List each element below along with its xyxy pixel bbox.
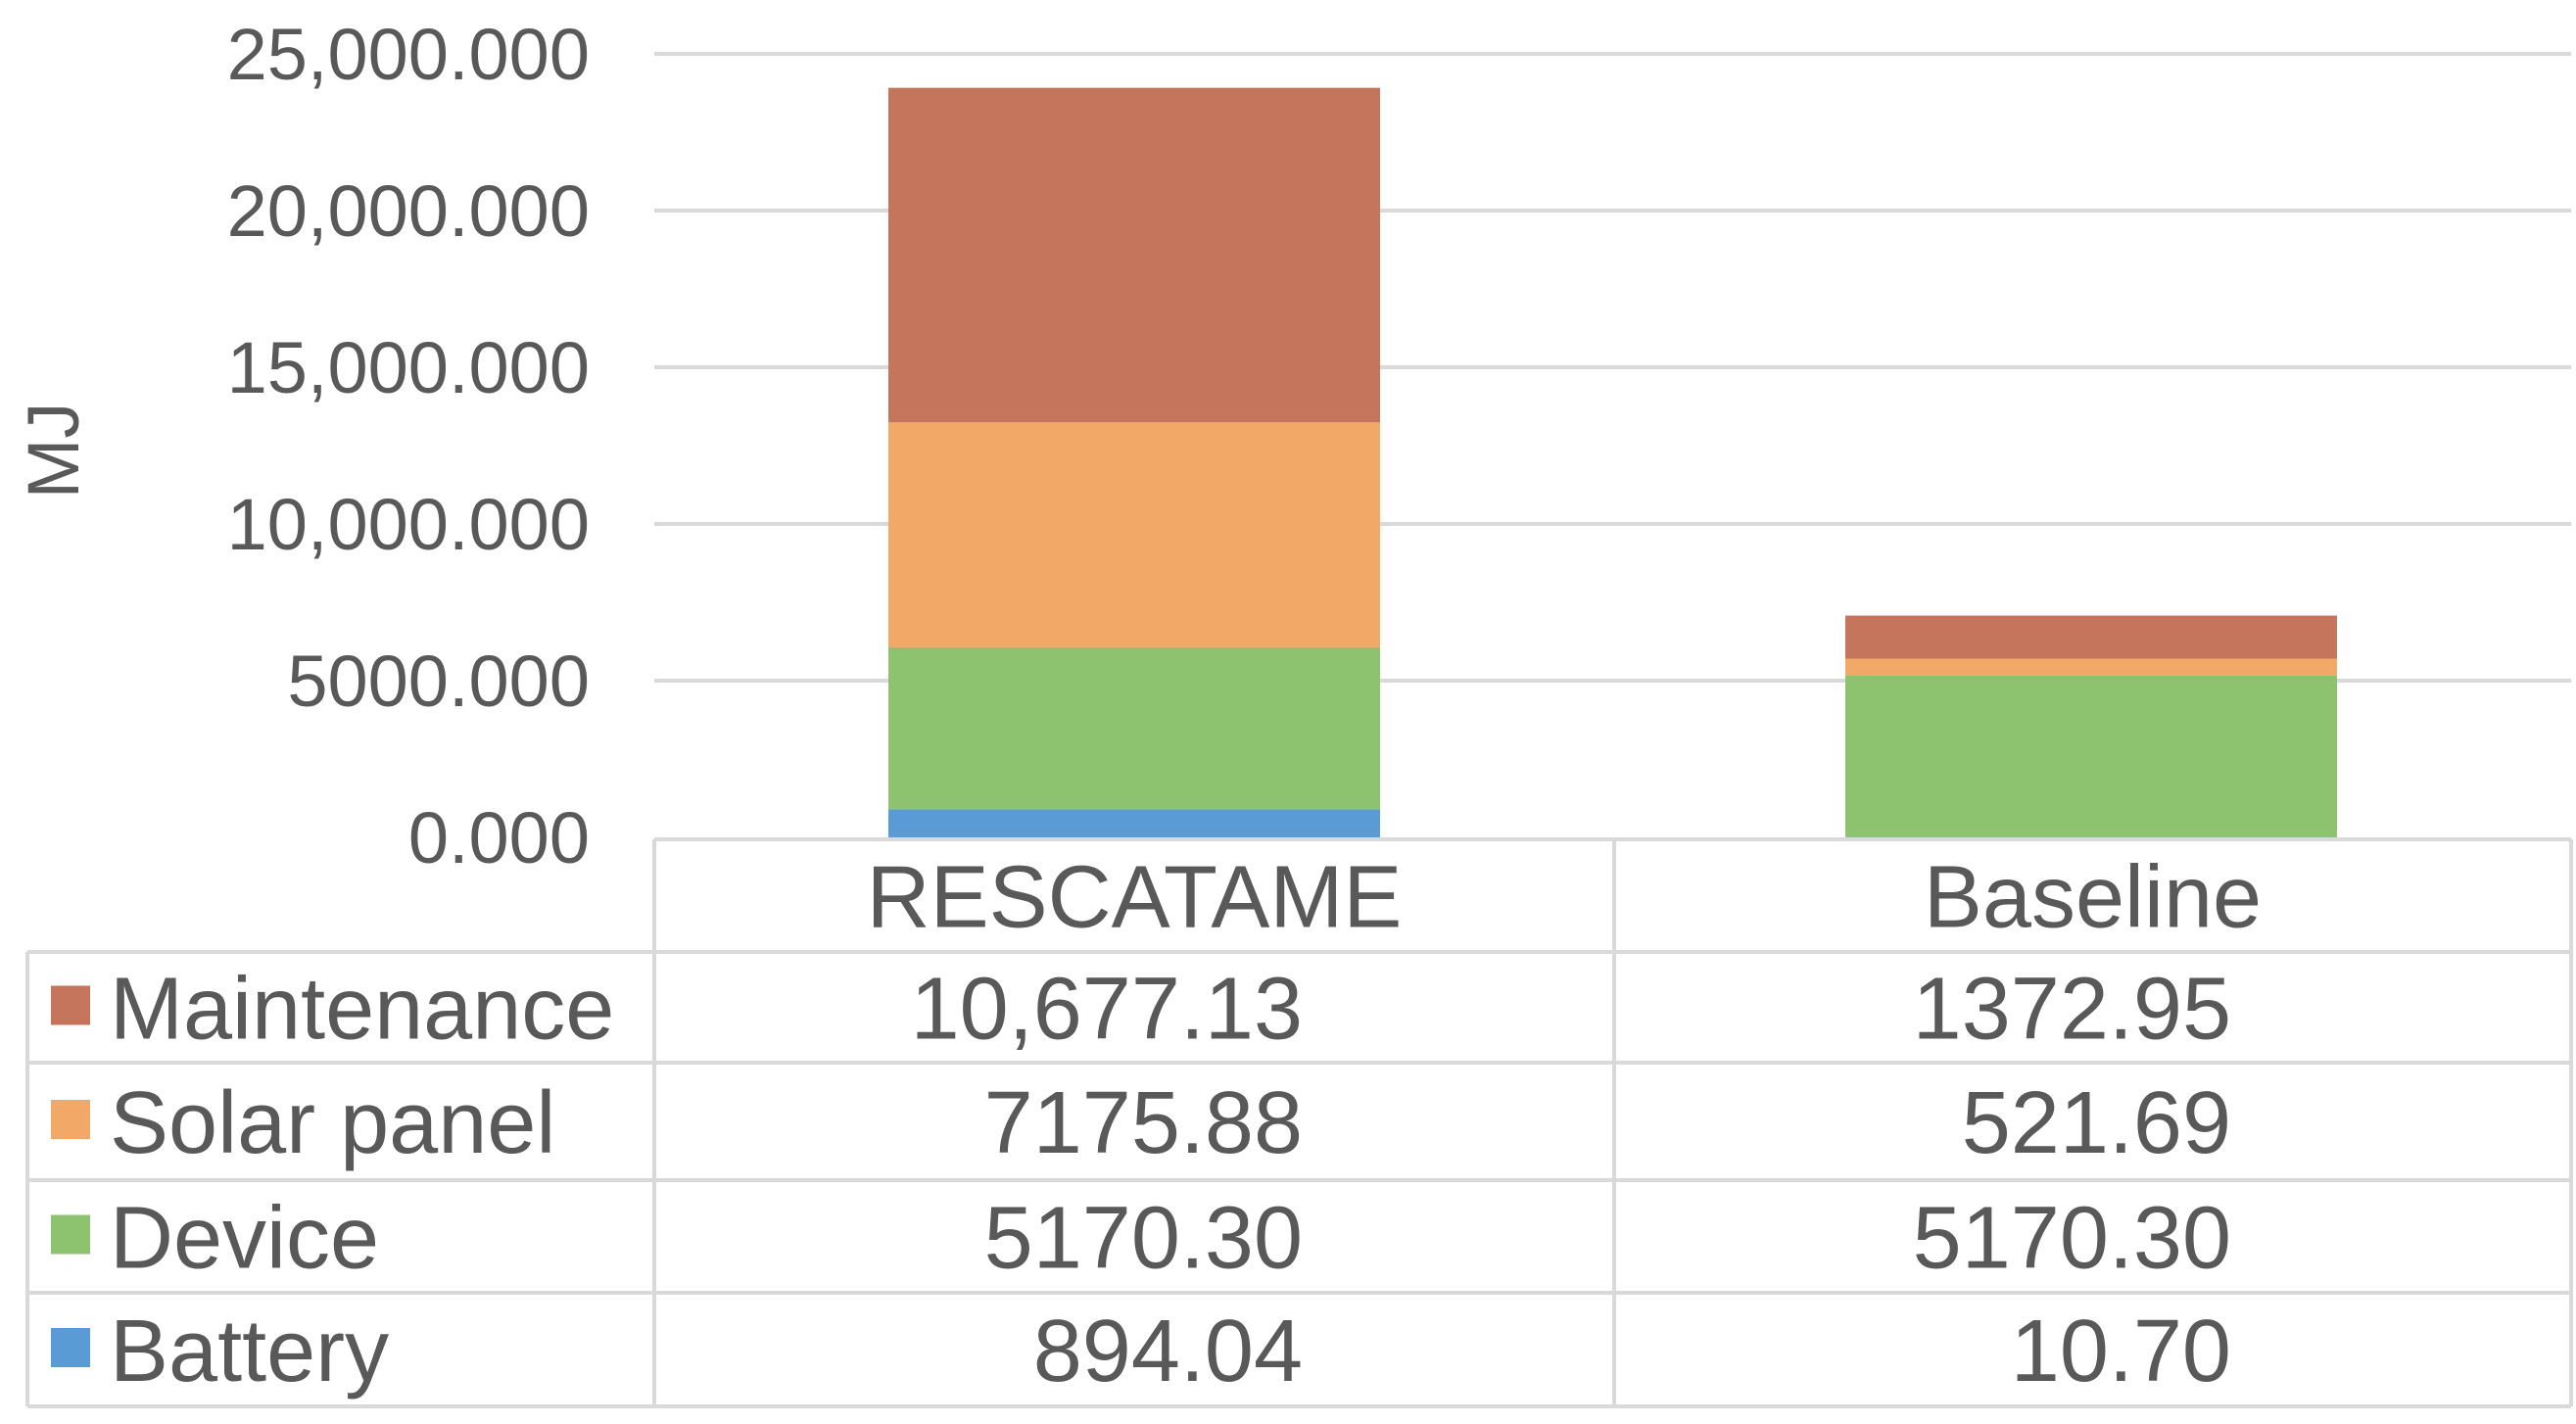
y-tick-label: 10,000.000 (227, 484, 590, 565)
y-tick-label: 25,000.000 (227, 14, 590, 95)
data-label-rescatame-maintenance: 10,677.13 (911, 961, 1303, 1059)
data-label-rescatame-device: 5170.30 (984, 1190, 1303, 1288)
legend-swatch-solar-panel (51, 1100, 90, 1139)
data-label-baseline-solar-panel: 521.69 (1962, 1074, 2231, 1172)
legend-label-maintenance: Maintenance (110, 961, 614, 1059)
bar-rescatame-device (888, 646, 1380, 810)
y-axis-label: MJ (13, 403, 94, 499)
legend-swatch-battery (51, 1328, 90, 1367)
bar-rescatame-battery (888, 809, 1380, 837)
data-label-rescatame-solar-panel: 7175.88 (984, 1074, 1303, 1172)
legend-label-battery: Battery (110, 1303, 389, 1400)
data-table: RESCATAME Baseline Maintenance 10,677.13 137… (25, 837, 2573, 1408)
legend-swatch-device (51, 1214, 90, 1255)
legend-swatch-maintenance (51, 985, 90, 1025)
data-label-rescatame-battery: 894.04 (1033, 1303, 1303, 1400)
data-label-baseline-battery: 10.70 (2011, 1303, 2231, 1400)
bar-baseline-maintenance (1845, 615, 2337, 659)
legend-label-device: Device (110, 1190, 379, 1288)
category-label-rescatame: RESCATAME (867, 849, 1403, 947)
legend-label-solar-panel: Solar panel (110, 1074, 555, 1172)
category-label-baseline: Baseline (1924, 849, 2262, 947)
y-axis-ticks: 0.000 5000.000 10,000.000 15,000.000 20,000.… (227, 14, 590, 878)
bar-baseline-solar-panel (1845, 658, 2337, 676)
bars (888, 87, 2337, 837)
bar-rescatame-maintenance (888, 87, 1380, 423)
bar-baseline-device (1845, 675, 2337, 837)
y-tick-label: 5000.000 (287, 641, 590, 722)
y-tick-label: 0.000 (408, 797, 590, 878)
y-tick-label: 20,000.000 (227, 170, 590, 252)
data-label-baseline-device: 5170.30 (1913, 1190, 2231, 1288)
data-label-baseline-maintenance: 1372.95 (1913, 961, 2231, 1059)
y-tick-label: 15,000.000 (227, 327, 590, 408)
bar-rescatame-solar-panel (888, 422, 1380, 647)
